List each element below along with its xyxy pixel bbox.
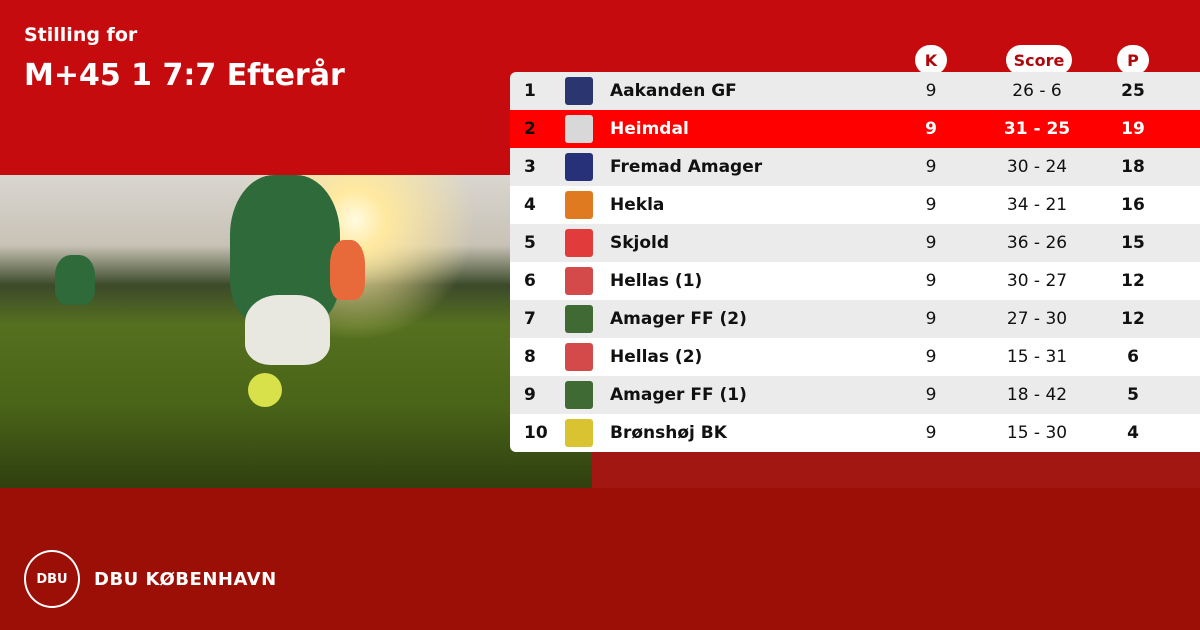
matches-played: 9 (925, 119, 937, 139)
table-row: 6 Hellas (1) 9 30 - 27 12 (510, 262, 1200, 300)
standings-table: 1 Aakanden GF 9 26 - 6 25 2 Heimdal 9 31 … (510, 72, 1200, 452)
matches-played: 9 (925, 81, 937, 101)
team-name: Skjold (610, 233, 670, 253)
points: 19 (1121, 119, 1145, 139)
column-header-score: Score (1006, 45, 1072, 75)
matches-played: 9 (925, 385, 937, 405)
page-title: M+45 1 7:7 Efterår (24, 58, 345, 93)
team-name: Hekla (610, 195, 665, 215)
points: 5 (1127, 385, 1139, 405)
rank: 5 (524, 233, 536, 253)
table-row: 3 Fremad Amager 9 30 - 24 18 (510, 148, 1200, 186)
matches-played: 9 (925, 233, 937, 253)
team-logo-icon (565, 153, 593, 181)
brand: DBU DBU KØBENHAVN (24, 550, 277, 608)
matches-played: 9 (925, 347, 937, 367)
matches-played: 9 (925, 157, 937, 177)
goal-score: 18 - 42 (1006, 385, 1068, 405)
rank: 2 (524, 119, 536, 139)
goal-score: 30 - 24 (1006, 157, 1068, 177)
team-logo-icon (565, 115, 593, 143)
points: 16 (1121, 195, 1145, 215)
matches-played: 9 (925, 309, 937, 329)
team-name: Brønshøj BK (610, 423, 727, 443)
rank: 9 (524, 385, 536, 405)
rank: 3 (524, 157, 536, 177)
goal-score: 31 - 25 (1003, 119, 1071, 139)
team-logo-icon (565, 267, 593, 295)
football-photo (0, 175, 592, 488)
team-name: Fremad Amager (610, 157, 763, 177)
points: 4 (1127, 423, 1139, 443)
team-logo-icon (565, 381, 593, 409)
goal-score: 36 - 26 (1006, 233, 1068, 253)
goal-score: 15 - 31 (1006, 347, 1068, 367)
rank: 8 (524, 347, 536, 367)
points: 25 (1121, 81, 1145, 101)
table-row: 1 Aakanden GF 9 26 - 6 25 (510, 72, 1200, 110)
team-name: Aakanden GF (610, 81, 737, 101)
goal-score: 26 - 6 (1012, 81, 1062, 101)
team-logo-icon (565, 229, 593, 257)
goal-score: 34 - 21 (1006, 195, 1068, 215)
column-header-k: K (915, 45, 947, 75)
team-name: Hellas (2) (610, 347, 703, 367)
points: 18 (1121, 157, 1145, 177)
table-row: 2 Heimdal 9 31 - 25 19 (510, 110, 1200, 148)
dbu-seal-logo: DBU (24, 550, 80, 608)
points: 6 (1127, 347, 1139, 367)
rank: 10 (524, 423, 548, 443)
goal-score: 27 - 30 (1006, 309, 1068, 329)
points: 12 (1121, 271, 1145, 291)
team-logo-icon (565, 191, 593, 219)
team-name: Amager FF (1) (610, 385, 747, 405)
subtitle: Stilling for (24, 24, 138, 46)
table-row: 5 Skjold 9 36 - 26 15 (510, 224, 1200, 262)
rank: 4 (524, 195, 536, 215)
goal-score: 30 - 27 (1006, 271, 1068, 291)
team-name: Hellas (1) (610, 271, 703, 291)
table-row: 7 Amager FF (2) 9 27 - 30 12 (510, 300, 1200, 338)
points: 15 (1121, 233, 1145, 253)
matches-played: 9 (925, 423, 937, 443)
matches-played: 9 (925, 271, 937, 291)
table-row: 9 Amager FF (1) 9 18 - 42 5 (510, 376, 1200, 414)
team-logo-icon (565, 305, 593, 333)
goal-score: 15 - 30 (1006, 423, 1068, 443)
rank: 6 (524, 271, 536, 291)
team-name: Heimdal (610, 119, 689, 139)
table-row: 10 Brønshøj BK 9 15 - 30 4 (510, 414, 1200, 452)
table-row: 4 Hekla 9 34 - 21 16 (510, 186, 1200, 224)
brand-name: DBU KØBENHAVN (94, 568, 277, 590)
team-logo-icon (565, 77, 593, 105)
team-logo-icon (565, 343, 593, 371)
team-logo-icon (565, 419, 593, 447)
rank: 7 (524, 309, 536, 329)
points: 12 (1121, 309, 1145, 329)
table-row: 8 Hellas (2) 9 15 - 31 6 (510, 338, 1200, 376)
column-header-p: P (1117, 45, 1149, 75)
team-name: Amager FF (2) (610, 309, 747, 329)
rank: 1 (524, 81, 536, 101)
matches-played: 9 (925, 195, 937, 215)
